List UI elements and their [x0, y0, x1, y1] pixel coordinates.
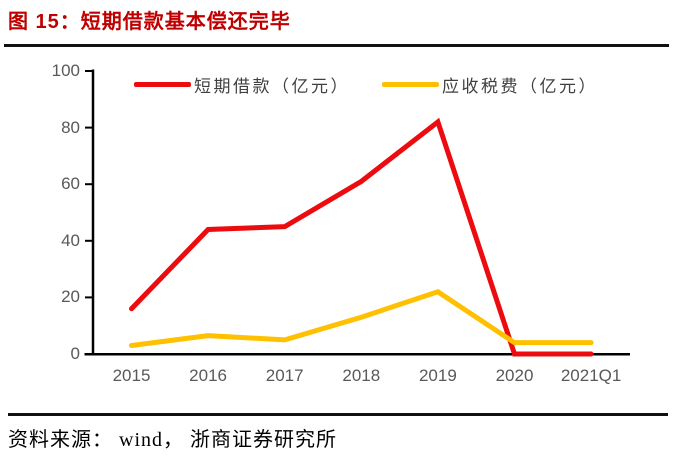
title-divider	[4, 44, 669, 47]
footer-divider	[8, 413, 668, 416]
legend-label-short-term-borrowings: 短期借款（亿元）	[194, 76, 350, 96]
x-tick-label: 2018	[342, 366, 381, 385]
legend-item-short-term-borrowings: 短期借款（亿元）	[134, 72, 350, 96]
x-tick-label: 2019	[418, 366, 457, 385]
y-tick-label: 100	[51, 61, 80, 80]
legend-swatch-gold-line	[382, 81, 439, 87]
y-tick-label: 0	[70, 344, 80, 363]
legend-swatch-red-line	[134, 81, 191, 87]
figure-title: 图 15：短期借款基本偿还完毕	[8, 11, 291, 33]
y-tick-label: 80	[61, 117, 80, 137]
y-tick-label: 40	[61, 230, 80, 250]
x-tick-label: 2020	[495, 366, 534, 385]
source-note: 资料来源： wind， 浙商证券研究所	[8, 429, 337, 451]
y-tick-label: 60	[61, 174, 80, 194]
legend-label-taxes-receivable: 应收税费（亿元）	[442, 76, 598, 96]
x-tick-label: 2017	[265, 366, 304, 385]
x-tick-label: 2016	[189, 366, 227, 385]
chart-legend: 短期借款（亿元） 应收税费（亿元）	[0, 72, 678, 96]
y-tick-label: 20	[61, 287, 80, 307]
x-tick-label: 2015	[112, 366, 151, 385]
legend-item-taxes-receivable: 应收税费（亿元）	[382, 72, 598, 96]
x-tick-label: 2021Q1	[560, 366, 622, 385]
